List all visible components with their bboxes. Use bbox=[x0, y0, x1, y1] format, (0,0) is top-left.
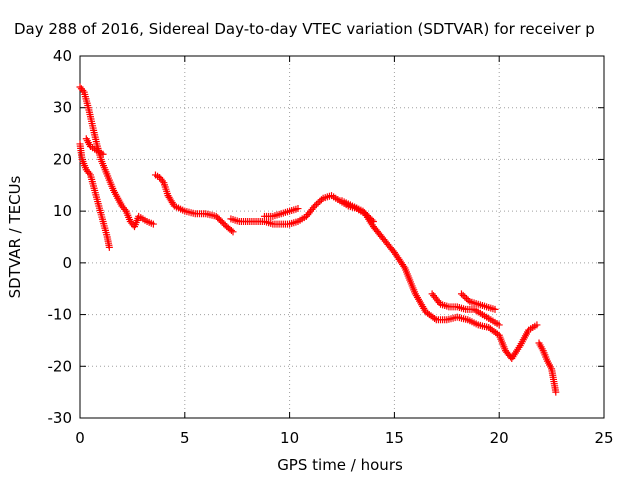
data-point bbox=[359, 207, 367, 215]
y-tick-label: -10 bbox=[48, 306, 73, 324]
data-points bbox=[76, 83, 560, 396]
data-point bbox=[360, 209, 368, 217]
series-arc11 bbox=[535, 339, 560, 396]
data-point bbox=[457, 290, 465, 298]
data-point bbox=[533, 321, 541, 329]
data-point bbox=[464, 296, 472, 304]
data-point bbox=[158, 177, 166, 185]
data-point bbox=[309, 204, 317, 212]
data-point bbox=[312, 200, 320, 208]
chart-title: Day 288 of 2016, Sidereal Day-to-day VTE… bbox=[14, 20, 595, 38]
x-tick-label: 5 bbox=[180, 429, 190, 447]
data-point bbox=[121, 205, 129, 213]
data-point bbox=[463, 295, 471, 303]
series-arc7 bbox=[260, 205, 302, 220]
data-point bbox=[220, 220, 228, 228]
series-arc10 bbox=[457, 290, 499, 313]
y-axis-label: SDTVAR / TECUs bbox=[6, 175, 24, 298]
data-point bbox=[105, 243, 113, 251]
data-point bbox=[495, 321, 503, 329]
series-arc8 bbox=[338, 197, 377, 225]
grid bbox=[80, 56, 604, 418]
data-point bbox=[368, 216, 376, 224]
series-arc5 bbox=[151, 171, 237, 236]
data-point bbox=[217, 217, 225, 225]
x-tick-label: 25 bbox=[594, 429, 613, 447]
y-tick-labels: -30 -20 -10 0 10 20 30 40 bbox=[48, 47, 73, 427]
data-point bbox=[491, 305, 499, 313]
data-point bbox=[552, 388, 560, 396]
axis-ticks bbox=[79, 55, 605, 419]
data-point bbox=[365, 213, 373, 221]
x-tick-labels: 0 5 10 15 20 25 bbox=[75, 429, 613, 447]
plot-frame bbox=[79, 55, 605, 419]
y-tick-label: 20 bbox=[53, 150, 72, 168]
y-tick-label: -30 bbox=[48, 409, 73, 427]
y-tick-label: 30 bbox=[53, 99, 72, 117]
data-point bbox=[149, 220, 157, 228]
data-point bbox=[85, 169, 93, 177]
data-point bbox=[400, 262, 408, 270]
data-point bbox=[229, 228, 237, 236]
data-point bbox=[362, 210, 370, 218]
series-arc2 bbox=[76, 140, 113, 251]
series-arc3 bbox=[82, 135, 107, 158]
data-point bbox=[314, 199, 322, 207]
data-point bbox=[227, 227, 235, 235]
x-tick-label: 0 bbox=[75, 429, 85, 447]
data-point bbox=[215, 215, 223, 223]
series-arc4 bbox=[122, 207, 157, 231]
data-point bbox=[459, 291, 467, 299]
series-arc9 bbox=[428, 290, 503, 329]
data-point bbox=[212, 212, 220, 220]
series-arc1 bbox=[76, 83, 130, 215]
data-point bbox=[317, 196, 325, 204]
data-point bbox=[461, 293, 469, 301]
y-tick-label: 10 bbox=[53, 202, 72, 220]
data-point bbox=[311, 202, 319, 210]
data-point bbox=[218, 218, 226, 226]
data-point bbox=[294, 205, 302, 213]
y-tick-label: 0 bbox=[62, 254, 72, 272]
data-point bbox=[363, 212, 371, 220]
data-point bbox=[316, 197, 324, 205]
x-axis-label: GPS time / hours bbox=[277, 456, 403, 474]
x-tick-label: 10 bbox=[280, 429, 299, 447]
data-point bbox=[214, 214, 222, 222]
x-tick-label: 20 bbox=[490, 429, 509, 447]
y-tick-label: 40 bbox=[53, 47, 72, 65]
data-point bbox=[369, 217, 377, 225]
data-point bbox=[99, 150, 107, 158]
data-point bbox=[79, 86, 87, 94]
data-point bbox=[366, 215, 374, 223]
y-tick-label: -20 bbox=[48, 357, 73, 375]
x-tick-label: 15 bbox=[385, 429, 404, 447]
